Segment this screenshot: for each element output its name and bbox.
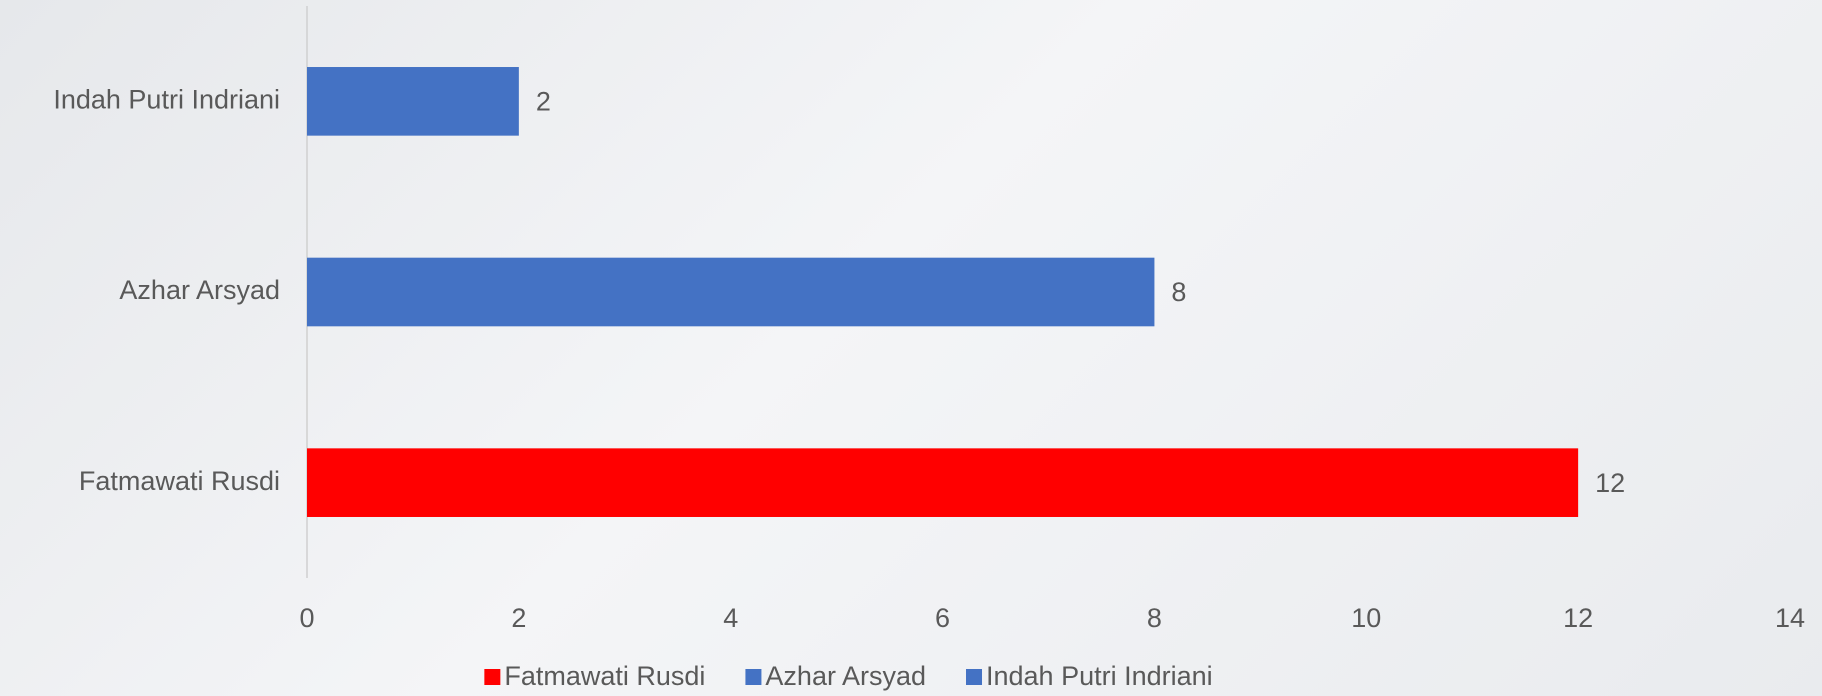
x-tick-label: 0 — [299, 603, 314, 633]
legend-swatch — [966, 669, 983, 685]
legend-swatch — [484, 669, 501, 685]
y-tick-label: Indah Putri Indriani — [53, 84, 280, 114]
data-label: 12 — [1595, 468, 1625, 498]
legend-label: Azhar Arsyad — [765, 661, 926, 691]
x-tick-label: 2 — [511, 603, 526, 633]
bar — [307, 257, 1155, 327]
legend-swatch — [745, 669, 762, 685]
x-tick-label: 8 — [1147, 603, 1162, 633]
x-tick-label: 14 — [1775, 603, 1805, 633]
data-label: 8 — [1171, 277, 1186, 307]
x-tick-label: 4 — [723, 603, 738, 633]
data-label: 2 — [536, 86, 551, 116]
legend-label: Indah Putri Indriani — [986, 661, 1213, 691]
bar — [307, 67, 519, 136]
x-tick-label: 10 — [1351, 603, 1381, 633]
bar — [307, 448, 1579, 517]
x-tick-label: 12 — [1563, 603, 1593, 633]
x-tick-label: 6 — [935, 603, 950, 633]
legend-label: Fatmawati Rusdi — [504, 661, 705, 691]
y-tick-label: Fatmawati Rusdi — [79, 466, 280, 496]
y-tick-label: Azhar Arsyad — [119, 275, 280, 305]
